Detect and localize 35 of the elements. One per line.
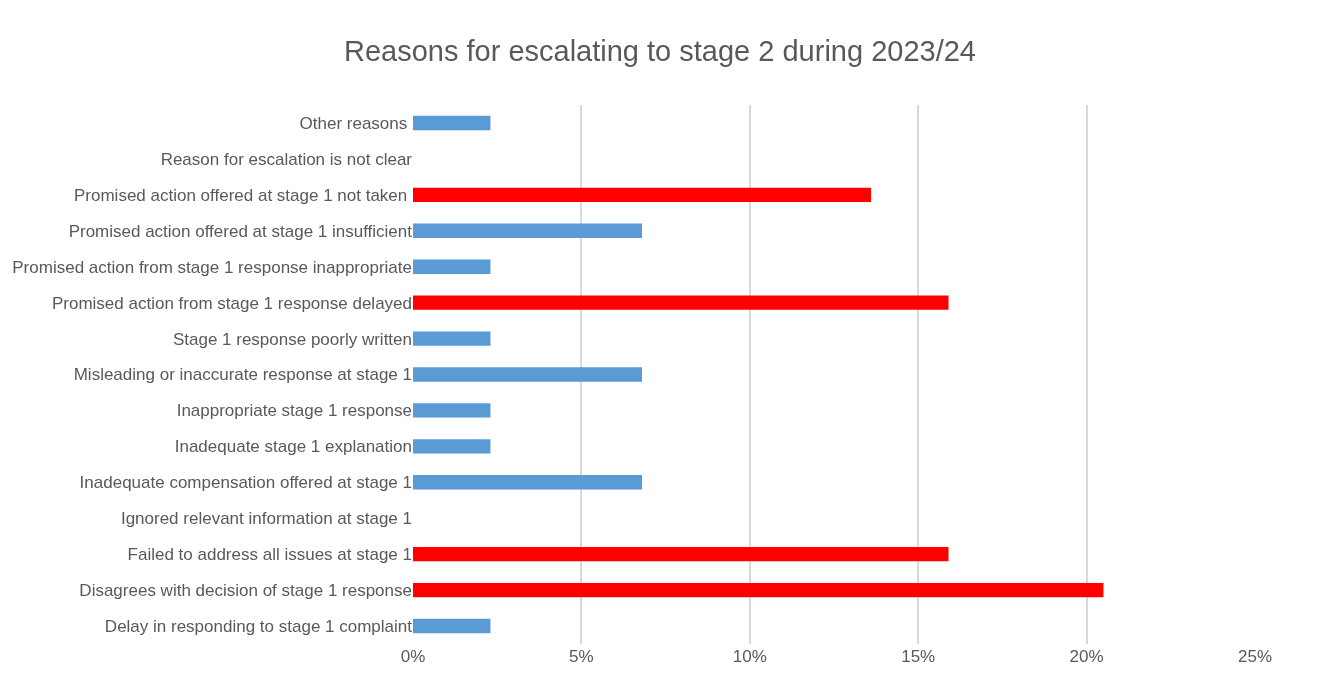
y-tick-label: Reason for escalation is not clear	[160, 149, 413, 169]
y-tick-label: Promised action offered at stage 1 not taken	[73, 185, 412, 205]
x-tick-label: 10%	[732, 647, 767, 666]
y-tick-label: Inappropriate stage 1 response	[176, 401, 412, 421]
y-tick-label: Promised action from stage 1 response delayed	[51, 293, 412, 313]
bar	[413, 115, 491, 131]
bar	[413, 295, 949, 310]
bar	[413, 367, 643, 382]
bar	[413, 439, 491, 454]
y-tick-label: Promised action offered at stage 1 insufficient	[68, 221, 413, 241]
x-tick-label: 20%	[1069, 647, 1104, 666]
y-tick-label: Ignored relevant information at stage 1	[120, 509, 412, 529]
y-tick-label: Inadequate stage 1 explanation	[174, 437, 412, 457]
x-tick-label: 0%	[400, 647, 426, 666]
y-tick-label: Promised action from stage 1 response inappropriate	[12, 257, 412, 277]
y-tick-label: Delay in responding to stage 1 complaint	[104, 616, 413, 636]
y-tick-label: Stage 1 response poorly written	[172, 329, 412, 349]
bar	[413, 546, 949, 562]
bar	[413, 187, 872, 203]
bar	[413, 582, 1104, 598]
chart-title: Reasons for escalating to stage 2 during 2023/24	[344, 35, 976, 68]
y-tick-label: Misleading or inaccurate response at stage 1	[73, 365, 412, 385]
x-tick-label: 25%	[1237, 647, 1273, 666]
y-tick-label: Disagrees with decision of stage 1 response	[79, 581, 412, 601]
bar	[413, 331, 491, 346]
y-tick-label: Failed to address all issues at stage 1	[127, 545, 412, 565]
x-tick-label: 15%	[901, 647, 936, 666]
y-tick-label: Inadequate compensation offered at stage 1	[79, 473, 412, 493]
x-tick-label: 5%	[569, 647, 594, 666]
y-tick-label: Other reasons	[299, 113, 412, 133]
bar	[413, 259, 491, 274]
bar	[413, 403, 491, 418]
bar	[413, 223, 643, 238]
bar	[413, 475, 643, 490]
bar	[413, 618, 491, 634]
